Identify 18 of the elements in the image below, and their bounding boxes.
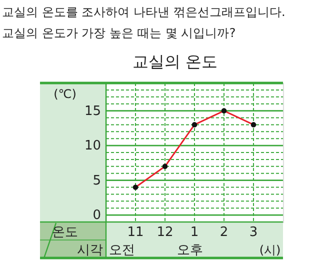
y-axis-title: (℃) — [54, 87, 76, 101]
text: 오전 — [109, 243, 135, 258]
x-tick-label: 3 — [249, 225, 258, 240]
x-tick-label: 2 — [220, 225, 228, 240]
text: 교실의 온도를 조사하여 나타낸 꺾은선그래프입니다. — [2, 5, 286, 19]
x-tick-label: 12 — [156, 225, 174, 240]
y-tick-label: 10 — [84, 138, 101, 154]
chart-title: 교실의 온도 — [132, 52, 218, 71]
text: 시각 — [77, 243, 103, 258]
y-tick-label: 15 — [84, 104, 101, 119]
x-tick-label: 1 — [190, 225, 199, 240]
y-tick-label: 0 — [92, 208, 101, 224]
x-tick-label: 11 — [127, 225, 144, 240]
text: 온도 — [52, 225, 78, 240]
y-tick-label: 5 — [92, 173, 101, 188]
x-axis-title: (시) — [259, 243, 281, 257]
text: 교실의 온도가 가장 높은 때는 몇 시입니까? — [2, 26, 236, 40]
text: 오후 — [177, 243, 203, 258]
